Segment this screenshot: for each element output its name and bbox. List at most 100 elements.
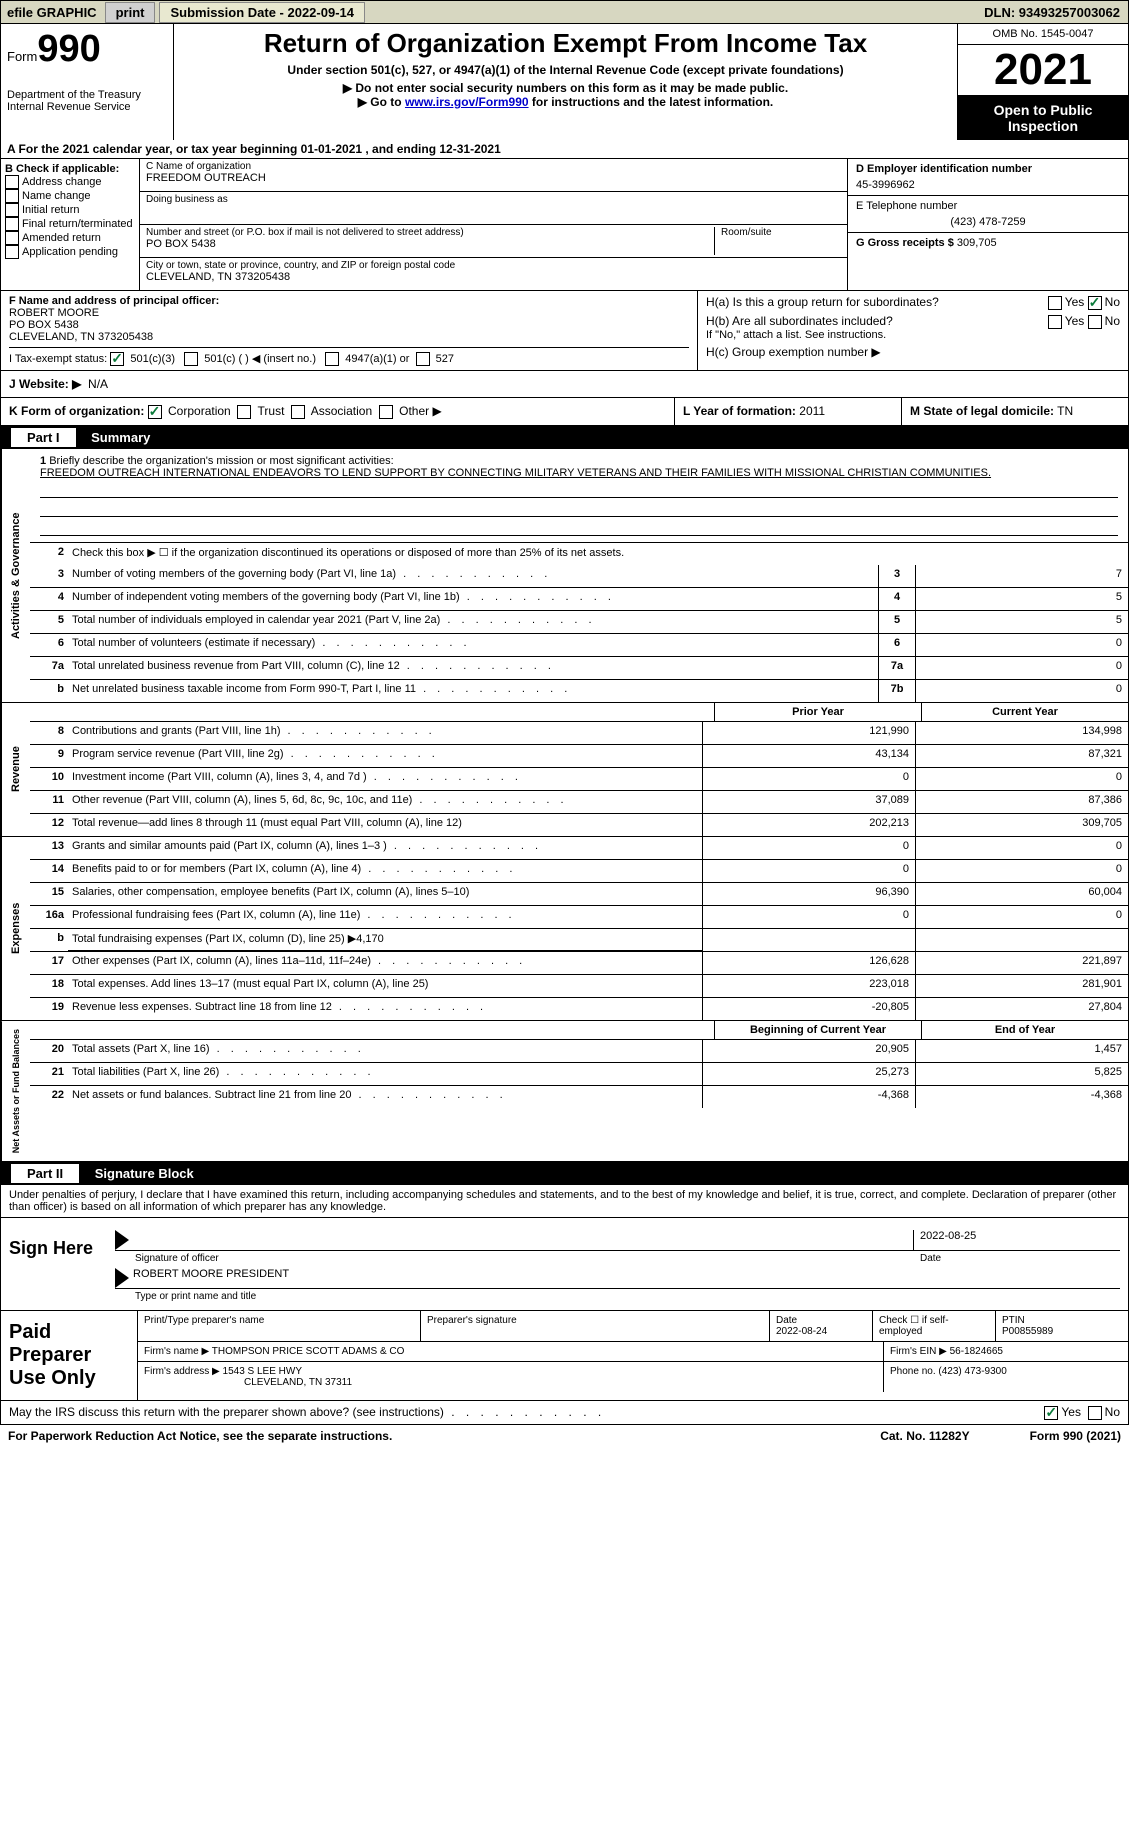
line5-label: Total number of individuals employed in …	[68, 611, 878, 633]
prep-print-label: Print/Type preparer's name	[138, 1311, 421, 1341]
line11-py: 37,089	[702, 791, 915, 813]
opt-527: 527	[436, 353, 454, 365]
firm-name: THOMPSON PRICE SCOTT ADAMS & CO	[212, 1346, 405, 1357]
line2-num: 2	[30, 543, 68, 565]
ha-yes[interactable]	[1048, 296, 1062, 310]
line9-label: Program service revenue (Part VIII, line…	[68, 745, 702, 767]
line16b-label: Total fundraising expenses (Part IX, col…	[68, 929, 702, 951]
print-button[interactable]: print	[105, 2, 156, 23]
line22-label: Net assets or fund balances. Subtract li…	[68, 1086, 702, 1108]
ha-label: H(a) Is this a group return for subordin…	[706, 295, 1048, 310]
expenses-block: Expenses 13Grants and similar amounts pa…	[0, 837, 1129, 1021]
year-formation: 2011	[799, 404, 825, 418]
line17-num: 17	[30, 952, 68, 974]
line10-label: Investment income (Part VIII, column (A)…	[68, 768, 702, 790]
open-public-badge: Open to Public Inspection	[958, 96, 1128, 140]
line13-num: 13	[30, 837, 68, 859]
line5-num: 5	[30, 611, 68, 633]
chk-501c3[interactable]	[110, 352, 124, 366]
declaration-text: Under penalties of perjury, I declare th…	[1, 1185, 1128, 1217]
line7b-val: 0	[915, 680, 1128, 702]
chk-trust[interactable]	[237, 405, 251, 419]
line19-py: -20,805	[702, 998, 915, 1020]
chk-other[interactable]	[379, 405, 393, 419]
irs-label: Internal Revenue Service	[7, 101, 167, 113]
line14-num: 14	[30, 860, 68, 882]
website-label: J Website: ▶	[9, 377, 81, 391]
line18-label: Total expenses. Add lines 13–17 (must eq…	[68, 975, 702, 997]
section-c: C Name of organization FREEDOM OUTREACH …	[140, 159, 847, 290]
firm-phone: (423) 473-9300	[938, 1366, 1006, 1377]
chk-assoc[interactable]	[291, 405, 305, 419]
opt-final-return[interactable]: Final return/terminated	[5, 217, 135, 231]
hb-yes[interactable]	[1048, 315, 1062, 329]
opt-501c: 501(c) ( ) ◀ (insert no.)	[204, 353, 316, 365]
form-footer: Form 990 (2021)	[1030, 1429, 1121, 1443]
line6-label: Total number of volunteers (estimate if …	[68, 634, 878, 656]
governance-block: Activities & Governance 1 Briefly descri…	[0, 449, 1129, 703]
line22-cy: -4,368	[915, 1086, 1128, 1108]
line19-cy: 27,804	[915, 998, 1128, 1020]
website-value: N/A	[88, 377, 108, 391]
hb-no[interactable]	[1088, 315, 1102, 329]
line7b-label: Net unrelated business taxable income fr…	[68, 680, 878, 702]
line7a-label: Total unrelated business revenue from Pa…	[68, 657, 878, 679]
line16a-cy: 0	[915, 906, 1128, 928]
room-label: Room/suite	[721, 227, 841, 238]
efile-label: efile GRAPHIC	[1, 5, 103, 20]
phone-value: (423) 478-7259	[856, 216, 1120, 228]
line6-val: 0	[915, 634, 1128, 656]
line19-num: 19	[30, 998, 68, 1020]
opt-name-change[interactable]: Name change	[5, 189, 135, 203]
line16b-num: b	[30, 929, 68, 951]
line14-py: 0	[702, 860, 915, 882]
chk-527[interactable]	[416, 352, 430, 366]
revenue-block: Revenue Prior YearCurrent Year 8Contribu…	[0, 703, 1129, 837]
discuss-yes[interactable]	[1044, 1406, 1058, 1420]
line16b-py-shaded	[702, 929, 915, 951]
form-number: 990	[37, 28, 100, 70]
line7a-num: 7a	[30, 657, 68, 679]
firm-name-label: Firm's name ▶	[144, 1346, 209, 1357]
discuss-no[interactable]	[1088, 1406, 1102, 1420]
officer-name-label: Type or print name and title	[115, 1291, 1120, 1302]
mission-block: 1 Briefly describe the organization's mi…	[30, 449, 1128, 543]
header-right: OMB No. 1545-0047 2021 Open to Public In…	[957, 24, 1128, 140]
cat-number: Cat. No. 11282Y	[880, 1429, 969, 1443]
arrow-icon	[115, 1268, 129, 1288]
line4-box: 4	[878, 588, 915, 610]
line8-num: 8	[30, 722, 68, 744]
return-title: Return of Organization Exempt From Incom…	[182, 28, 949, 59]
sign-date-label: Date	[920, 1253, 1120, 1264]
form-org-label: K Form of organization:	[9, 404, 144, 418]
line17-cy: 221,897	[915, 952, 1128, 974]
dba-label: Doing business as	[146, 194, 841, 205]
addr-value: PO BOX 5438	[146, 238, 714, 250]
ha-no[interactable]	[1088, 296, 1102, 310]
arrow-icon	[115, 1230, 129, 1250]
state-domicile: TN	[1057, 404, 1073, 418]
ssn-note: ▶ Do not enter social security numbers o…	[182, 81, 949, 95]
chk-corp[interactable]	[148, 405, 162, 419]
opt-501c3: 501(c)(3)	[130, 353, 175, 365]
opt-initial-return[interactable]: Initial return	[5, 203, 135, 217]
line12-py: 202,213	[702, 814, 915, 836]
line4-label: Number of independent voting members of …	[68, 588, 878, 610]
irs-link[interactable]: www.irs.gov/Form990	[405, 95, 529, 109]
line13-cy: 0	[915, 837, 1128, 859]
opt-address-change[interactable]: Address change	[5, 175, 135, 189]
opt-amended[interactable]: Amended return	[5, 231, 135, 245]
officer-name: ROBERT MOORE	[9, 307, 689, 319]
part2-label: Part II	[11, 1164, 79, 1183]
end-year-header: End of Year	[921, 1021, 1128, 1039]
officer-addr1: PO BOX 5438	[9, 319, 689, 331]
gross-value: 309,705	[957, 237, 997, 249]
chk-501c[interactable]	[184, 352, 198, 366]
mission-blank-line	[40, 517, 1118, 536]
line12-num: 12	[30, 814, 68, 836]
opt-application-pending[interactable]: Application pending	[5, 245, 135, 259]
line15-cy: 60,004	[915, 883, 1128, 905]
current-year-header: Current Year	[921, 703, 1128, 721]
line5-val: 5	[915, 611, 1128, 633]
chk-4947[interactable]	[325, 352, 339, 366]
